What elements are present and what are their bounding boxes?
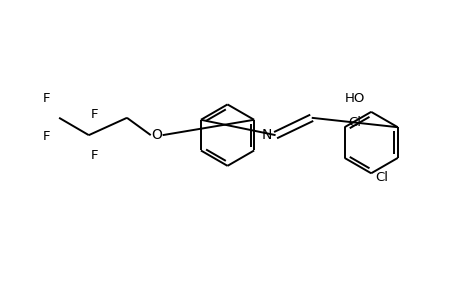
Text: N: N	[261, 128, 272, 142]
Text: HO: HO	[344, 92, 364, 105]
Text: O: O	[151, 128, 162, 142]
Text: F: F	[43, 92, 50, 105]
Text: Cl: Cl	[348, 116, 361, 129]
Text: Cl: Cl	[375, 171, 387, 184]
Text: F: F	[43, 130, 50, 143]
Text: F: F	[91, 149, 98, 162]
Text: F: F	[91, 108, 98, 121]
